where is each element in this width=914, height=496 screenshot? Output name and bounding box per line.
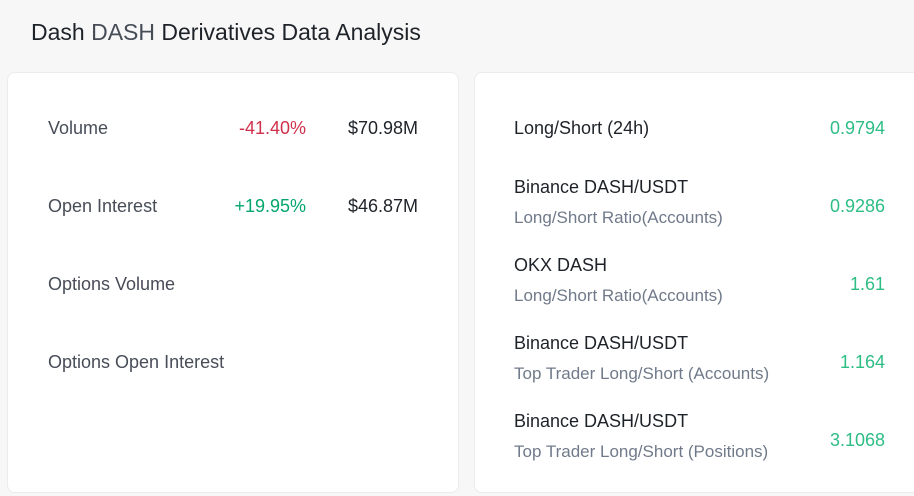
metric-change: +19.95% [234,196,306,216]
title-symbol: DASH [91,19,155,45]
metric-label: Volume [48,118,109,138]
ratio-row-binance-top-trader-positions: Binance DASH/USDT Top Trader Long/Short … [475,411,914,469]
metric-label: Options Open Interest [48,352,225,372]
long-short-ratio-card: Long/Short (24h) 0.9794 Binance DASH/USD… [474,72,914,493]
ratio-label: Binance DASH/USDT [514,333,689,353]
ratio-value: 3.1068 [829,430,885,450]
ratio-sublabel: Long/Short Ratio(Accounts) [514,208,723,227]
metric-change: -41.40% [238,118,306,138]
ratio-value: 1.61 [849,274,885,294]
title-name: Dash [31,19,85,45]
metric-label: Options Volume [48,274,176,294]
ratio-row-okx-accounts: OKX DASH Long/Short Ratio(Accounts) 1.61 [475,255,914,313]
ratio-sublabel: Long/Short Ratio(Accounts) [514,286,723,305]
ratio-row-long-short-24h: Long/Short (24h) 0.9794 [475,108,914,148]
ratio-row-binance-accounts: Binance DASH/USDT Long/Short Ratio(Accou… [475,177,914,235]
ratio-label: OKX DASH [514,255,608,275]
page-title: Dash DASH Derivatives Data Analysis [31,19,421,46]
ratio-value: 1.164 [839,352,885,372]
metric-row-options-open-interest: Options Open Interest [8,342,458,382]
ratio-label: Binance DASH/USDT [514,411,689,431]
ratio-sublabel: Top Trader Long/Short (Positions) [514,442,769,461]
metric-row-options-volume: Options Volume [8,264,458,304]
ratio-sublabel: Top Trader Long/Short (Accounts) [514,364,770,383]
metric-amount: $70.98M [347,118,418,138]
ratio-row-binance-top-trader-accounts: Binance DASH/USDT Top Trader Long/Short … [475,333,914,391]
metric-row-volume: Volume -41.40% $70.98M [8,108,458,148]
title-rest: Derivatives Data Analysis [161,19,421,45]
derivatives-metrics-card: Volume -41.40% $70.98M Open Interest +19… [7,72,459,493]
ratio-label: Binance DASH/USDT [514,177,689,197]
ratio-label: Long/Short (24h) [514,118,650,138]
metric-row-open-interest: Open Interest +19.95% $46.87M [8,186,458,226]
metric-label: Open Interest [48,196,158,216]
ratio-value: 0.9286 [829,196,885,216]
ratio-value: 0.9794 [829,118,885,138]
metric-amount: $46.87M [347,196,418,216]
